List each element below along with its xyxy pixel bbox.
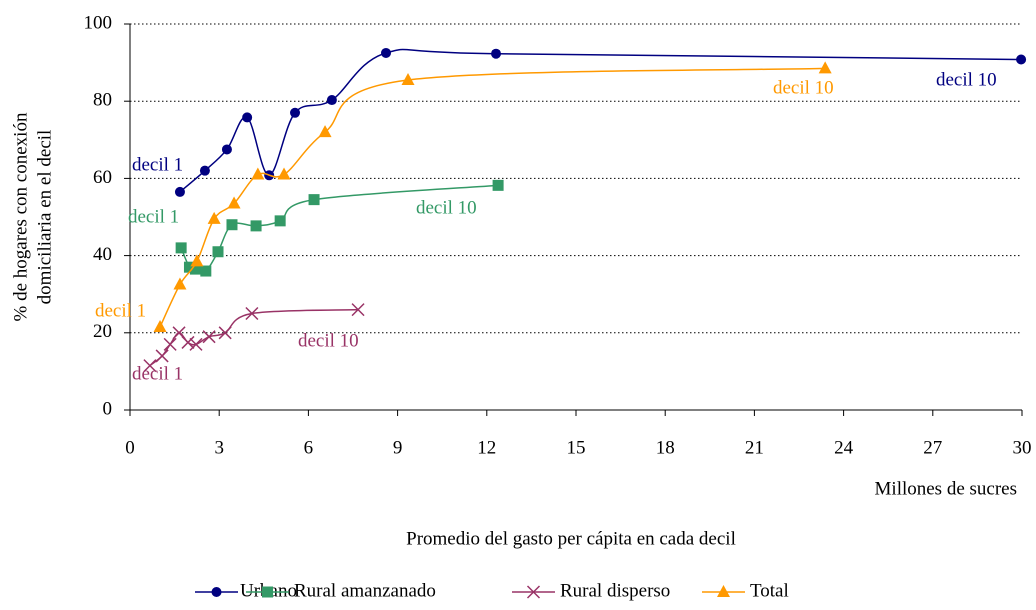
y-tick-label: 20 [93, 321, 112, 342]
marker [227, 196, 241, 209]
legend-label: Rural disperso [560, 580, 670, 601]
annotation: decil 1 [95, 300, 146, 321]
annotation: decil 10 [936, 69, 997, 90]
marker [242, 112, 253, 123]
marker [251, 167, 265, 180]
marker [181, 335, 195, 349]
marker [526, 585, 541, 599]
marker [212, 246, 224, 258]
marker [1016, 54, 1027, 65]
marker [200, 265, 212, 277]
x-tick-label: 12 [477, 437, 496, 458]
legend-label: Total [750, 580, 789, 601]
marker [262, 586, 273, 598]
marker [717, 585, 730, 597]
x-tick-label: 18 [656, 437, 675, 458]
marker [401, 72, 415, 85]
marker [183, 261, 195, 273]
x-tick-label: 24 [834, 437, 854, 458]
marker [492, 179, 504, 191]
legend-label: Rural amanzanado [294, 580, 436, 601]
series-line [159, 67, 826, 328]
marker [274, 215, 286, 227]
marker [189, 263, 201, 275]
marker [318, 125, 332, 138]
marker [290, 107, 301, 118]
marker [221, 144, 232, 155]
marker [174, 186, 185, 197]
y-axis-title: domiciliaria en el decil [34, 130, 55, 305]
marker [143, 359, 157, 373]
marker [153, 320, 167, 333]
y-tick-label: 40 [93, 244, 112, 265]
x-tick-label: 27 [923, 437, 942, 458]
marker [163, 337, 177, 351]
marker [381, 47, 392, 58]
annotation: decil 1 [128, 206, 179, 227]
marker [308, 194, 320, 206]
y-axis-title: % de hogares con conexión [10, 112, 31, 321]
marker [199, 165, 210, 176]
x-tick-label: 21 [745, 437, 764, 458]
x-axis-title: Promedio del gasto per cápita en cada de… [406, 528, 736, 549]
y-tick-label: 0 [103, 398, 113, 419]
series-line [149, 308, 359, 367]
annotation: decil 10 [773, 77, 834, 98]
x-tick-label: 15 [567, 437, 586, 458]
x-tick-label: 30 [1013, 437, 1032, 458]
marker [207, 211, 221, 224]
marker [211, 587, 222, 597]
marker [277, 167, 291, 180]
x-tick-label: 3 [214, 437, 224, 458]
y-tick-label: 100 [84, 12, 113, 33]
marker [326, 95, 337, 106]
annotation: decil 1 [132, 154, 183, 175]
y-tick-label: 80 [93, 90, 112, 111]
marker [818, 61, 832, 74]
marker [175, 242, 187, 254]
marker [226, 219, 238, 231]
x-tick-label: 6 [304, 437, 314, 458]
annotation: decil 1 [132, 363, 183, 384]
x-unit: Millones de sucres [875, 478, 1017, 499]
x-tick-label: 9 [393, 437, 403, 458]
marker [155, 349, 169, 363]
annotation: decil 10 [416, 197, 477, 218]
annotation: decil 10 [298, 330, 359, 351]
marker [250, 220, 262, 232]
marker [218, 326, 232, 340]
marker [351, 303, 365, 317]
marker [202, 330, 216, 344]
x-tick-label: 0 [125, 437, 135, 458]
marker [189, 337, 203, 351]
marker [245, 306, 259, 321]
marker [173, 277, 187, 290]
y-tick-label: 60 [93, 167, 112, 188]
marker [491, 48, 502, 59]
marker [190, 254, 204, 267]
